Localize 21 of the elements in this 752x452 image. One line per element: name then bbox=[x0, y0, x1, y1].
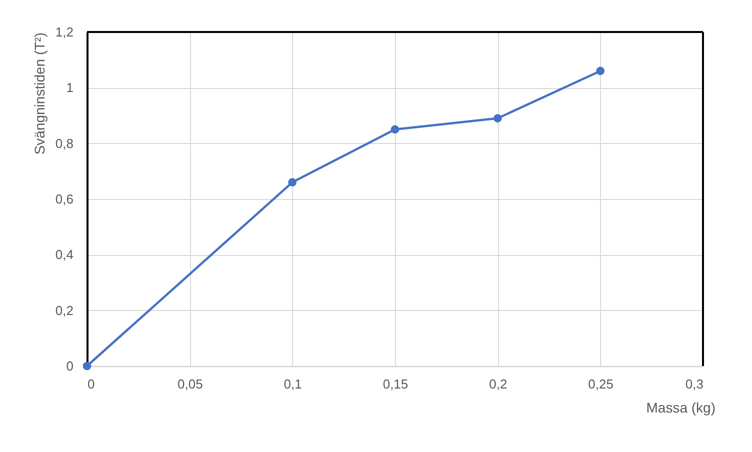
x-tick-label: 0,25 bbox=[588, 376, 614, 392]
y-tick-label: 0,2 bbox=[55, 302, 74, 318]
x-tick-label: 0 bbox=[88, 376, 95, 392]
x-tick-label: 0,2 bbox=[489, 376, 508, 392]
point bbox=[390, 125, 400, 134]
point bbox=[288, 178, 297, 186]
y-axis-title: Svängninstiden (T²) bbox=[31, 32, 48, 155]
y-tick-label: 1 bbox=[66, 80, 74, 96]
x-axis-title: Massa (kg) bbox=[646, 400, 716, 416]
x-tick-label: 0,3 bbox=[685, 376, 704, 392]
x-tick-label: 0,1 bbox=[284, 376, 302, 392]
y-tick-label: 0 bbox=[66, 358, 74, 374]
y-tick-label: 0,4 bbox=[55, 247, 74, 262]
y-tick-label: 1,2 bbox=[55, 24, 74, 40]
x-tick-label: 0,15 bbox=[382, 376, 408, 392]
y-tick-label: 0,6 bbox=[55, 192, 74, 206]
point bbox=[82, 362, 92, 370]
y-tick-label: 0,8 bbox=[55, 136, 74, 151]
x-tick-label: 0,05 bbox=[178, 376, 203, 392]
point bbox=[596, 66, 605, 76]
point bbox=[493, 114, 502, 122]
